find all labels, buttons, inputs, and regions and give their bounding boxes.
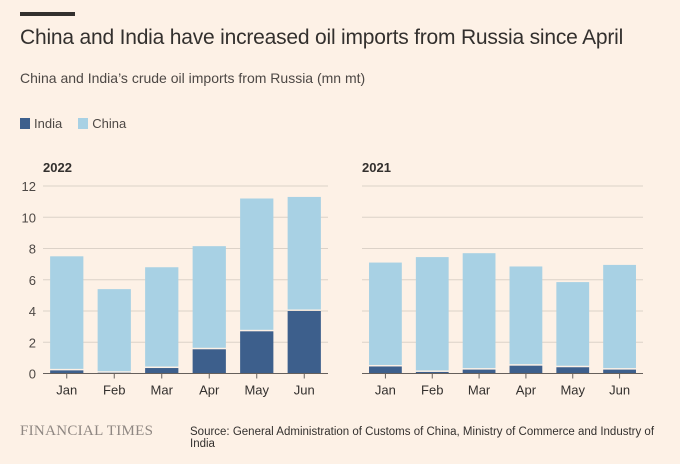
x-tick-label: Jun	[294, 383, 315, 398]
legend: India China	[20, 116, 142, 131]
x-tick-label: Mar	[468, 383, 491, 398]
bar-india-apr	[192, 349, 226, 374]
bar-india-may	[556, 367, 590, 374]
legend-swatch-india	[20, 118, 30, 129]
bar-india-apr	[509, 365, 543, 374]
brand-bar	[20, 12, 75, 16]
x-tick-label: Feb	[421, 383, 443, 398]
bar-china-apr	[509, 266, 543, 365]
panel-title-2021: 2021	[362, 160, 391, 175]
bar-china-mar	[145, 267, 179, 367]
panel-title-2022: 2022	[43, 160, 72, 175]
x-tick-label: Jan	[56, 383, 77, 398]
bar-china-may	[556, 282, 590, 366]
x-tick-label: May	[560, 383, 585, 398]
bar-india-feb	[415, 371, 449, 374]
x-tick-label: Apr	[516, 383, 537, 398]
bar-china-may	[240, 198, 274, 330]
bar-china-jan	[50, 256, 84, 369]
x-tick-label: Jan	[375, 383, 396, 398]
bar-china-feb	[415, 257, 449, 371]
y-tick-label: 8	[29, 242, 36, 257]
y-tick-label: 10	[22, 210, 36, 225]
y-tick-label: 6	[29, 273, 36, 288]
bar-india-may	[240, 331, 274, 374]
y-tick-label: 0	[29, 367, 36, 382]
legend-swatch-china	[78, 118, 89, 129]
bar-india-jun	[603, 369, 636, 374]
x-tick-label: Jun	[609, 383, 630, 398]
bar-china-apr	[192, 246, 226, 348]
y-tick-label: 4	[29, 304, 36, 319]
bar-china-jan	[369, 262, 402, 365]
bar-china-jun	[603, 264, 636, 369]
legend-item-india: India	[20, 116, 62, 131]
chart-subtitle: China and India’s crude oil imports from…	[20, 70, 366, 86]
x-tick-label: Apr	[199, 383, 220, 398]
chart-title: China and India have increased oil impor…	[20, 26, 624, 49]
x-tick-label: Mar	[151, 383, 174, 398]
legend-label-china: China	[92, 116, 127, 131]
bar-china-mar	[462, 253, 496, 369]
bar-india-mar	[462, 369, 496, 374]
x-tick-label: May	[244, 383, 269, 398]
bar-india-jan	[369, 366, 402, 374]
bar-china-feb	[97, 289, 131, 372]
legend-label-india: India	[34, 116, 63, 131]
legend-item-china: China	[78, 116, 126, 131]
y-tick-label: 2	[29, 335, 36, 350]
bar-india-mar	[145, 368, 179, 374]
y-tick-label: 12	[22, 179, 36, 194]
source-note: Source: General Administration of Custom…	[190, 426, 655, 450]
bar-india-jun	[287, 311, 321, 374]
bar-india-jan	[50, 370, 84, 374]
x-tick-label: Feb	[103, 383, 125, 398]
ft-logo: FINANCIAL TIMES	[20, 423, 154, 439]
bar-china-jun	[287, 196, 321, 310]
